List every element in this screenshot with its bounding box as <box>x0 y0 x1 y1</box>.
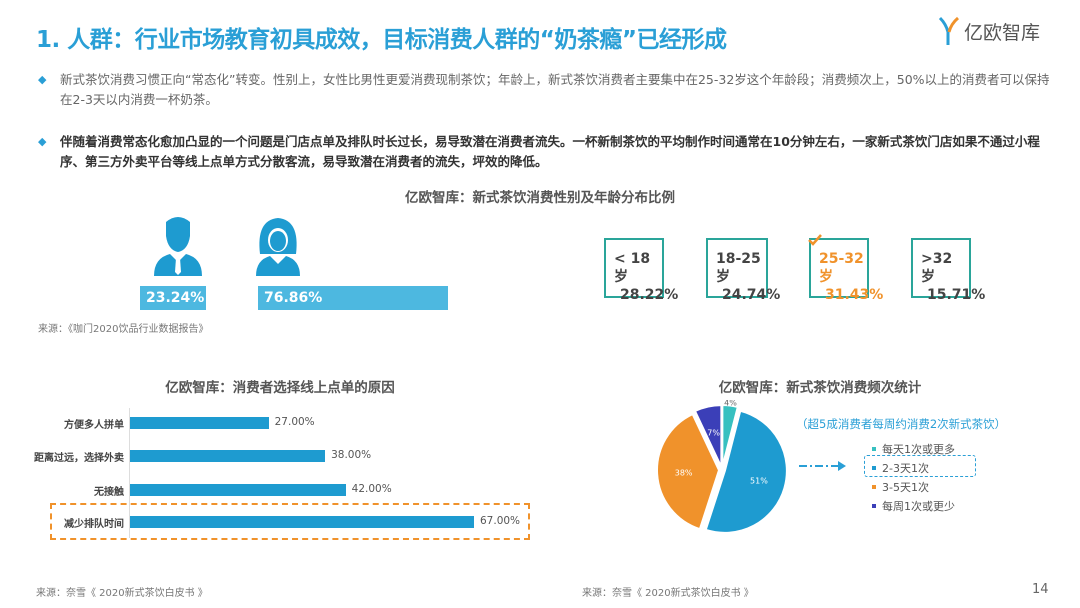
bullet-2: ◆ 伴随着消费常态化愈加凸显的一个问题是门店点单及排队时长过长，易导致潜在消费者流… <box>38 132 1058 172</box>
legend-item: 每周1次或更少 <box>872 498 955 514</box>
page-number: 14 <box>1032 582 1049 597</box>
pie-source: 来源：奈雪《 2020新式茶饮白皮书 》 <box>582 588 754 599</box>
diamond-icon: ◆ <box>38 135 47 148</box>
bar-axis <box>129 408 130 538</box>
pie-slice-label: 38% <box>675 468 693 477</box>
legend-marker <box>872 447 876 451</box>
legend-marker <box>872 485 876 489</box>
age-value: 24.74% <box>722 287 781 303</box>
age-label: < 18 岁 <box>614 251 651 285</box>
legend-item: 2-3天1次 <box>872 460 929 476</box>
pie-annotation: （超5成消费者每周约消费2次新式茶饮） <box>796 417 1007 431</box>
bar-value-label: 38.00% <box>331 449 372 461</box>
age-value: 28.22% <box>620 287 679 303</box>
diamond-icon: ◆ <box>38 73 47 86</box>
bar-category-label: 方便多人拼单 <box>64 420 124 431</box>
female-share-bar: 76.86% <box>258 286 448 310</box>
legend-label: 每天1次或更多 <box>882 443 955 456</box>
pie-slice-label: 4% <box>724 400 737 408</box>
male-icon <box>154 217 202 276</box>
pie-chart: 4% 51% 38% 7% <box>656 400 788 534</box>
bar <box>130 450 326 462</box>
male-share-bar: 23.24% <box>140 286 206 310</box>
bar-category-label: 减少排队时间 <box>64 519 124 530</box>
bar-value-label: 67.00% <box>480 515 521 527</box>
age-box-25-32: 25-32 岁 31.43% <box>809 238 883 303</box>
demographics-title: 亿欧智库：新式茶饮消费性别及年龄分布比例 <box>405 190 675 206</box>
pie-slice-label: 7% <box>707 428 720 437</box>
highlight-box <box>50 503 530 540</box>
bar-category-label: 无接触 <box>94 487 124 498</box>
bar <box>130 516 474 528</box>
pie-slice <box>693 404 723 468</box>
bullet-text: 伴随着消费常态化愈加凸显的一个问题是门店点单及排队时长过长，易导致潜在消费者流失… <box>60 134 1040 169</box>
age-value: 15.71% <box>927 287 986 303</box>
bullet-1: ◆ 新式茶饮消费习惯正向“常态化”转变。性别上，女性比男性更爱消费现制茶饮；年龄上… <box>38 70 1058 110</box>
legend-label: 3-5天1次 <box>882 481 929 494</box>
bullet-text: 新式茶饮消费习惯正向“常态化”转变。性别上，女性比男性更爱消费现制茶饮；年龄上，… <box>60 72 1050 107</box>
bar-value-label: 27.00% <box>274 416 315 428</box>
pie-slice <box>704 409 788 534</box>
legend-item: 每天1次或更多 <box>872 441 955 457</box>
arrow-icon <box>799 461 846 471</box>
legend-highlight-box <box>864 455 976 477</box>
age-box-over-32: >32 岁 15.71% <box>911 238 985 303</box>
female-icon <box>256 218 300 276</box>
bar-value-label: 42.00% <box>351 483 392 495</box>
legend-marker <box>872 466 876 470</box>
bar-category-label: 距离过远，选择外卖 <box>34 453 124 464</box>
pie-chart-title: 亿欧智库：新式茶饮消费频次统计 <box>718 380 922 396</box>
age-box-under-18: < 18 岁 28.22% <box>604 238 678 303</box>
logo-icon <box>938 16 959 45</box>
age-label: 25-32 岁 <box>819 251 864 285</box>
legend-label: 每周1次或更少 <box>882 500 955 513</box>
legend-item: 3-5天1次 <box>872 479 929 495</box>
age-label: >32 岁 <box>921 251 953 285</box>
logo: 亿欧智库 <box>938 16 1040 46</box>
checkmark-icon <box>808 234 822 246</box>
bar <box>130 484 346 496</box>
demographics-source: 来源：《咖门2020饮品行业数据报告》 <box>38 324 209 335</box>
legend-label: 2-3天1次 <box>882 462 929 475</box>
bar-source: 来源：奈雪《 2020新式茶饮白皮书 》 <box>36 588 208 599</box>
pie-slice <box>656 412 721 531</box>
bar-chart-title: 亿欧智库：消费者选择线上点单的原因 <box>165 380 395 396</box>
legend-marker <box>872 504 876 508</box>
bar <box>130 417 269 429</box>
age-label: 18-25 岁 <box>716 251 761 285</box>
pie-slice-label: 51% <box>750 477 768 486</box>
age-value: 31.43% <box>825 287 884 303</box>
logo-text: 亿欧智库 <box>964 21 1041 44</box>
age-box-18-25: 18-25 岁 24.74% <box>706 238 780 303</box>
pie-slice <box>721 404 740 468</box>
page-title: 1. 人群：行业市场教育初具成效，目标消费人群的“奶茶瘾”已经形成 <box>36 27 727 53</box>
